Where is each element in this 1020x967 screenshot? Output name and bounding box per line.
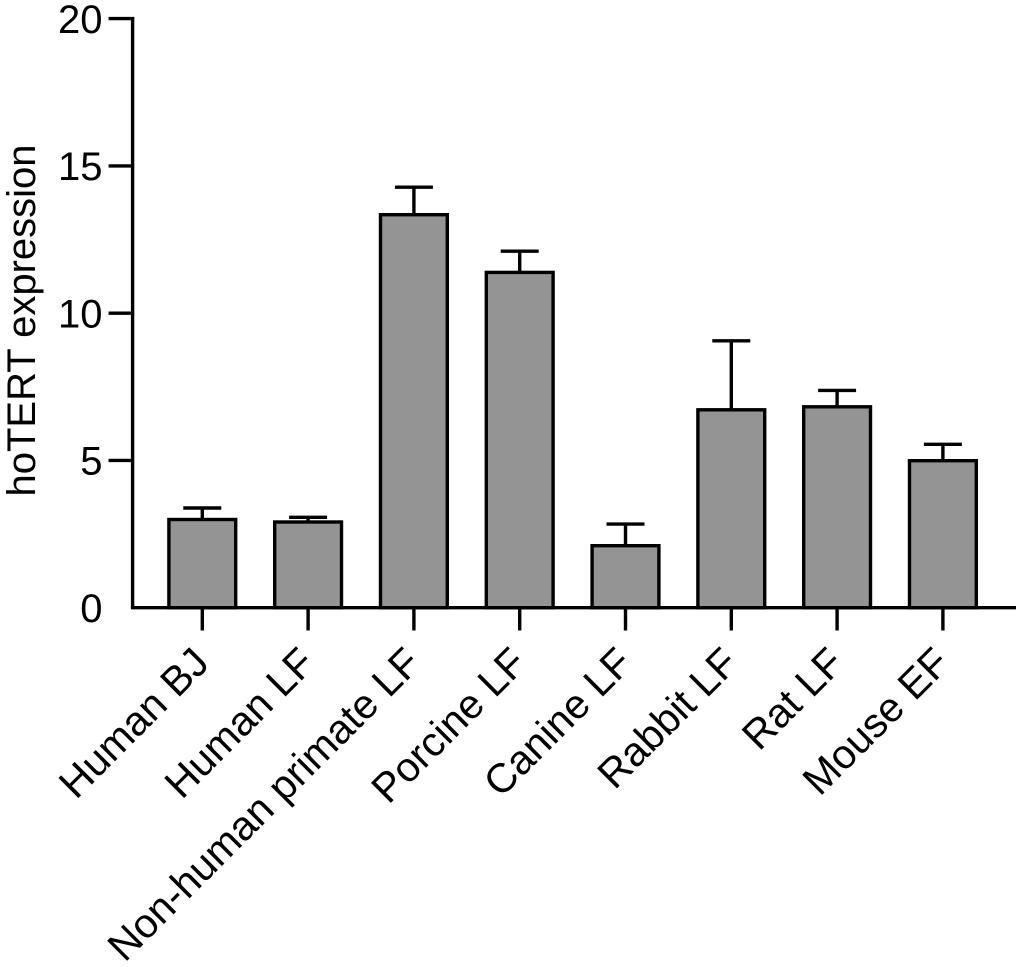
svg-text:15: 15	[58, 145, 103, 189]
svg-text:hoTERT expression: hoTERT expression	[0, 144, 44, 496]
svg-text:0: 0	[80, 587, 102, 631]
svg-text:20: 20	[58, 0, 103, 42]
svg-text:5: 5	[80, 440, 102, 484]
svg-text:10: 10	[58, 293, 103, 337]
